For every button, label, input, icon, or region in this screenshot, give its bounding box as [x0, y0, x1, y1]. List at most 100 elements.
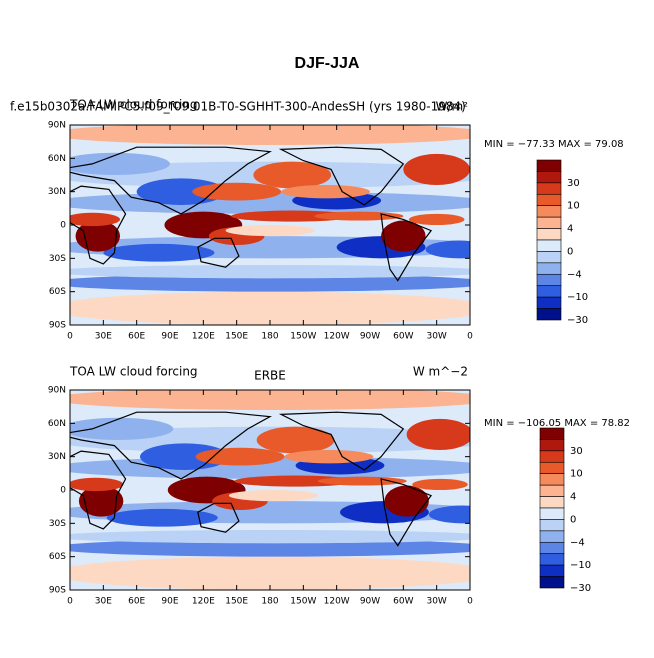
units: W/m²	[436, 100, 469, 114]
field-contour	[403, 153, 470, 185]
field-contour	[412, 478, 468, 491]
coastline	[70, 411, 272, 480]
colorbar-box	[539, 439, 565, 452]
field-contour	[70, 212, 120, 227]
colorbar-box	[539, 484, 565, 497]
case-title: f.e15b0302a.FAMIPC5.f09_f09.01B-T0-SGHHT…	[10, 100, 466, 114]
colorbar-box	[536, 251, 562, 264]
colorbar-label: 4	[570, 492, 576, 503]
colorbar-box	[539, 564, 565, 577]
lon-label: 30W	[426, 332, 446, 342]
coastline	[70, 146, 272, 215]
lon-label: 90W	[360, 597, 380, 607]
colorbar-label: −4	[570, 537, 585, 548]
field-contour	[70, 265, 470, 279]
field-contour	[70, 417, 174, 440]
field-contour	[70, 273, 470, 292]
lat-label: 90S	[49, 321, 66, 331]
field-contour	[70, 477, 124, 492]
field-contour	[256, 426, 335, 454]
colorbar-box	[536, 308, 562, 321]
field-contour	[70, 556, 470, 590]
field-contour	[225, 225, 315, 237]
lon-label: 90E	[161, 597, 178, 607]
colorbar-label: −30	[570, 583, 591, 594]
field-contour	[103, 243, 215, 262]
colorbar-label: 30	[567, 178, 580, 189]
field-contour	[78, 485, 124, 517]
colorbar-box	[539, 427, 565, 440]
coastline	[380, 213, 433, 282]
lat-label: 30N	[48, 452, 66, 462]
field-contour	[70, 390, 470, 410]
colorbar-box	[536, 171, 562, 184]
field-contour	[195, 447, 285, 466]
lon-label: 0	[67, 597, 73, 607]
colorbar-label: −10	[570, 560, 591, 571]
lat-label: 30S	[49, 254, 66, 264]
field-contour	[70, 152, 170, 175]
lon-label: 30E	[95, 597, 112, 607]
map	[70, 125, 470, 325]
colorbar-box	[539, 553, 565, 566]
lon-label: 120E	[192, 597, 215, 607]
lon-label: 0	[467, 332, 473, 342]
map	[70, 390, 470, 590]
colorbar-box	[536, 296, 562, 309]
colorbar-box	[539, 507, 565, 520]
colorbar-box	[539, 519, 565, 532]
lat-label: 90N	[48, 386, 66, 396]
field-contour	[70, 291, 470, 325]
colorbar-label: 0	[570, 514, 576, 525]
colorbar-box	[536, 193, 562, 207]
units: W m^−2	[413, 365, 468, 379]
lon-label: 60W	[393, 332, 413, 342]
lon-label: 60E	[128, 332, 145, 342]
colorbar-box	[536, 216, 562, 229]
lon-label: 120E	[192, 332, 215, 342]
lat-label: 60N	[48, 154, 66, 164]
colorbar-box	[536, 285, 562, 298]
lat-label: 30N	[48, 187, 66, 197]
colorbar-label: 4	[567, 224, 573, 235]
field-contour	[406, 418, 470, 450]
lon-label: 60E	[128, 597, 145, 607]
variable-title: TOA LW cloud forcing	[69, 98, 198, 112]
colorbar-box	[539, 461, 565, 475]
field-contour	[136, 178, 226, 206]
colorbar-box	[536, 205, 562, 218]
lat-label: 0	[60, 221, 66, 231]
field-contour	[70, 530, 470, 544]
lon-label: 60W	[393, 597, 413, 607]
colorbar-box	[536, 239, 562, 252]
field-contour	[228, 490, 318, 502]
lon-label: 0	[467, 597, 473, 607]
colorbar-label: −30	[567, 315, 588, 326]
colorbar-box	[536, 159, 562, 172]
field-contour	[281, 185, 370, 199]
variable-title: TOA LW cloud forcing	[69, 365, 198, 379]
field-contour	[381, 220, 426, 252]
colorbar-label: −10	[567, 292, 588, 303]
lat-label: 60N	[48, 419, 66, 429]
field-contour	[106, 508, 218, 527]
colorbar-box	[536, 228, 562, 241]
lon-label: 0	[67, 332, 73, 342]
lat-label: 30S	[49, 519, 66, 529]
field-contour	[384, 485, 429, 517]
colorbar-box	[539, 541, 565, 555]
lon-label: 120W	[324, 332, 350, 342]
coastline	[70, 185, 127, 265]
field-contour	[317, 476, 407, 486]
colorbar-label: 30	[570, 446, 583, 457]
colorbar-box	[539, 450, 565, 463]
lat-label: 90N	[48, 121, 66, 131]
lat-label: 90S	[49, 586, 66, 596]
colorbar-label: 10	[570, 469, 583, 480]
field-contour	[192, 182, 282, 201]
field-contour	[408, 213, 465, 225]
lon-label: 180	[261, 597, 278, 607]
lon-label: 120W	[324, 597, 350, 607]
field-contour	[284, 450, 374, 464]
colorbar-box	[539, 530, 565, 543]
